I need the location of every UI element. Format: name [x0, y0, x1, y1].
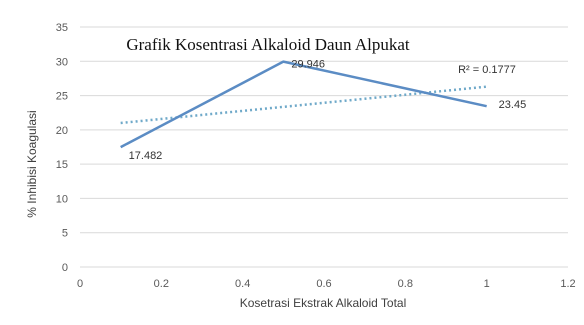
x-tick-label: 0.8 [398, 278, 413, 290]
chart-title: Grafik Kosentrasi Alkaloid Daun Alpukat [126, 35, 410, 54]
tick-layer: 0 5 10 15 20 25 30 35 0 0.2 0.4 0.6 0.8 1 1.2 [56, 22, 576, 290]
x-axis-label: Kosetrasi Ekstrak Alkaloid Total [240, 296, 407, 310]
y-tick-label: 20 [56, 125, 68, 137]
r2-label: R² = 0.1777 [458, 64, 516, 76]
y-tick-label: 25 [56, 91, 68, 103]
y-tick-label: 5 [62, 228, 68, 240]
x-tick-label: 0.2 [154, 278, 169, 290]
y-tick-label: 15 [56, 159, 68, 171]
y-axis-label: % Inhibisi Koagulasi [25, 110, 39, 217]
label-layer: 17.482 29.946 23.45 [129, 59, 527, 162]
series-layer [120, 60, 487, 149]
y-tick-label: 30 [56, 56, 68, 68]
y-tick-label: 35 [56, 22, 68, 34]
y-tick-label: 10 [56, 193, 68, 205]
x-tick-label: 0.4 [235, 278, 250, 290]
x-tick-label: 0.6 [316, 278, 331, 290]
data-label: 29.946 [291, 59, 325, 71]
y-tick-label: 0 [62, 262, 68, 274]
x-tick-label: 1.2 [560, 278, 575, 290]
series-line [120, 60, 487, 149]
x-tick-label: 0 [77, 278, 83, 290]
data-label: 23.45 [499, 99, 527, 111]
grid-layer [80, 26, 568, 268]
x-tick-label: 1 [484, 278, 490, 290]
data-label: 17.482 [129, 150, 163, 162]
